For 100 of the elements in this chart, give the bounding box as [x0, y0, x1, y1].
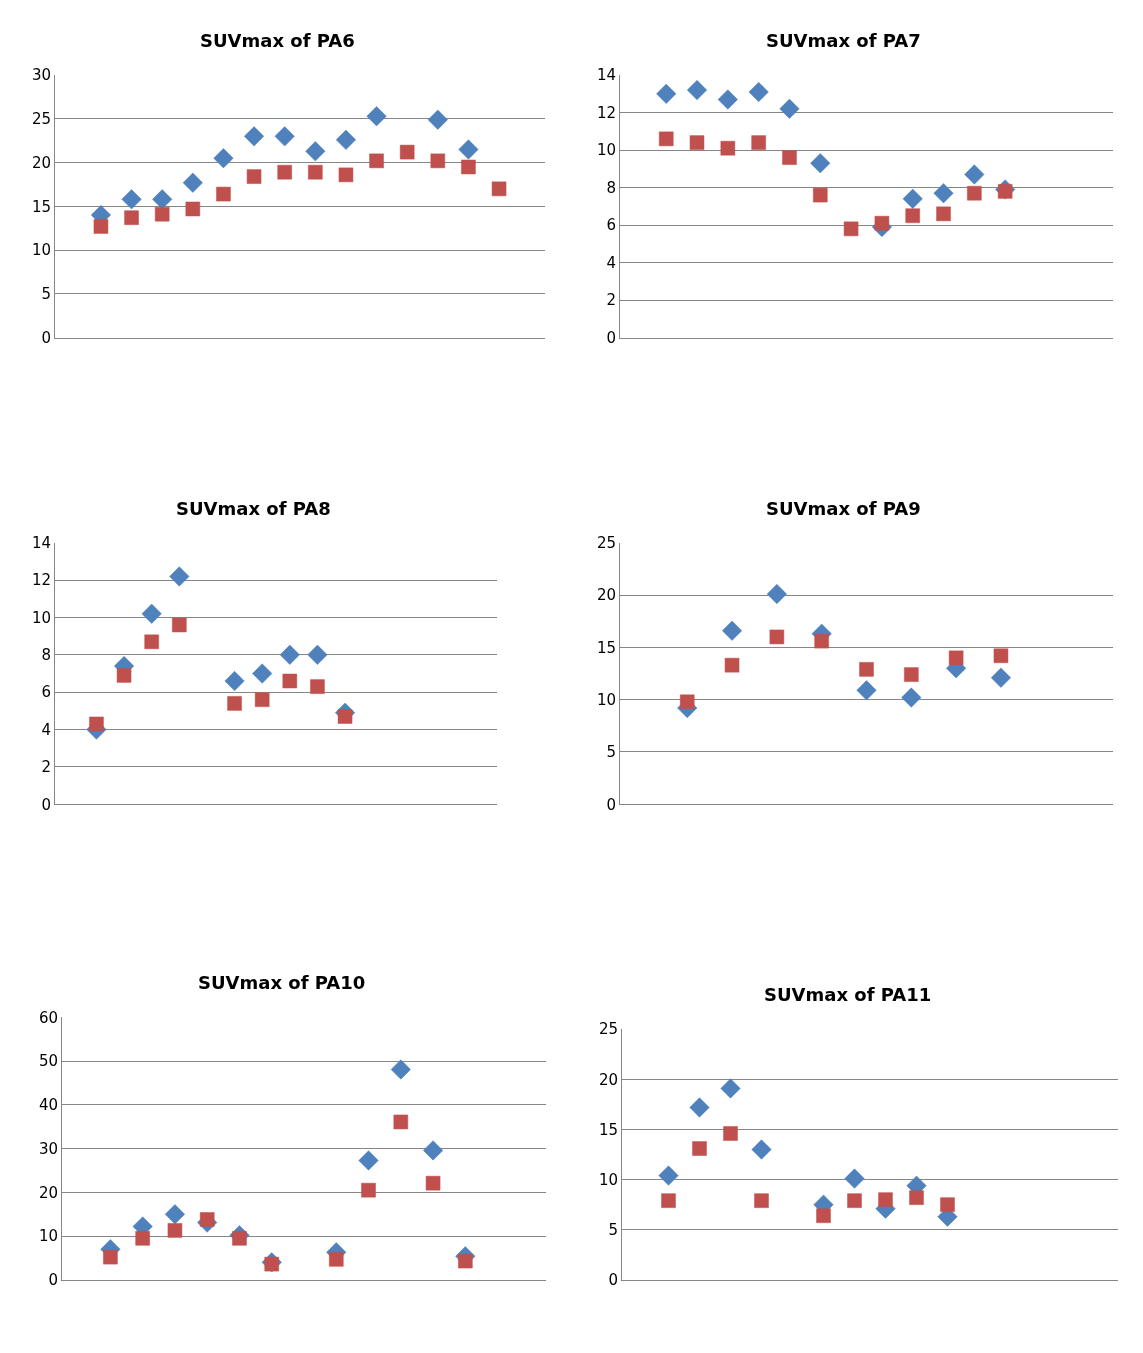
point	[816, 1208, 831, 1223]
point	[754, 1193, 769, 1208]
point	[810, 153, 831, 174]
point	[993, 648, 1009, 664]
point	[878, 1192, 893, 1207]
y-tick-label: 6	[606, 216, 616, 235]
y-tick-label: 5	[606, 743, 616, 762]
y-tick-label: 25	[31, 110, 51, 129]
y-tick-label: 10	[31, 608, 51, 627]
point	[856, 680, 877, 701]
point	[103, 1249, 118, 1265]
y-tick-label: 20	[598, 1070, 618, 1089]
y-tick-label: 8	[606, 178, 616, 197]
point	[769, 629, 785, 645]
point	[964, 164, 985, 185]
y-tick-label: 0	[608, 1271, 618, 1290]
chart-title: SUVmax of PA11	[764, 984, 932, 1005]
point	[458, 139, 479, 160]
y-tick-label: 25	[596, 534, 616, 553]
point	[720, 1078, 741, 1099]
point	[390, 1059, 411, 1080]
y-tick-label: 20	[31, 153, 51, 172]
point	[874, 215, 890, 231]
point	[135, 1231, 150, 1246]
point	[310, 679, 325, 694]
point	[282, 673, 298, 689]
point	[936, 206, 951, 222]
y-tick-label: 14	[31, 534, 51, 553]
y-tick-label: 5	[41, 285, 51, 304]
point	[724, 657, 740, 673]
point	[308, 164, 323, 180]
point	[430, 153, 446, 169]
point	[227, 696, 242, 711]
point	[427, 109, 448, 130]
y-tick-label: 10	[598, 1170, 618, 1189]
y-tick-label: 0	[41, 328, 51, 347]
y-tick-label: 8	[41, 646, 51, 665]
point	[329, 1252, 344, 1267]
point	[121, 189, 142, 210]
y-tick-label: 25	[598, 1020, 618, 1039]
point	[335, 129, 356, 150]
point	[182, 172, 203, 193]
point	[902, 188, 923, 209]
point	[124, 210, 139, 225]
point	[720, 140, 736, 156]
point	[990, 667, 1011, 688]
y-tick-label: 20	[38, 1183, 58, 1202]
point	[244, 126, 265, 147]
point	[679, 694, 695, 710]
point	[425, 1175, 441, 1191]
point	[232, 1231, 247, 1246]
point	[814, 633, 829, 649]
chart-title: SUVmax of PA10	[198, 972, 366, 993]
point	[305, 141, 326, 162]
point	[154, 206, 170, 222]
point	[399, 144, 415, 160]
point	[254, 692, 270, 707]
point	[93, 219, 109, 234]
y-tick-label: 60	[38, 1008, 58, 1027]
y-tick-label: 10	[31, 241, 51, 260]
point	[687, 80, 708, 101]
y-tick-label: 10	[596, 690, 616, 709]
point	[279, 644, 300, 665]
point	[859, 662, 874, 677]
point	[689, 1097, 710, 1118]
point	[491, 181, 507, 197]
point	[751, 135, 766, 150]
point	[423, 1140, 444, 1161]
point	[692, 1141, 707, 1156]
y-tick-label: 15	[596, 638, 616, 657]
point	[307, 644, 328, 665]
point	[689, 135, 705, 150]
point	[338, 167, 354, 183]
y-tick-label: 40	[38, 1096, 58, 1115]
point	[246, 169, 262, 184]
point	[661, 1193, 676, 1208]
point	[89, 716, 104, 732]
chart-title: SUVmax of PA6	[200, 30, 355, 51]
point	[366, 106, 387, 127]
point	[782, 150, 797, 165]
point	[361, 1182, 376, 1198]
y-tick-label: 10	[38, 1227, 58, 1246]
point	[337, 709, 353, 724]
point	[723, 1126, 738, 1141]
point	[766, 584, 787, 605]
chart-title: SUVmax of PA7	[766, 30, 921, 51]
y-tick-label: 15	[598, 1120, 618, 1139]
chart-title: SUVmax of PA9	[766, 498, 921, 519]
y-tick-label: 4	[606, 253, 616, 272]
y-tick-label: 50	[38, 1052, 58, 1071]
y-tick-label: 30	[31, 66, 51, 85]
y-tick-label: 12	[596, 103, 616, 122]
point	[274, 126, 295, 147]
point	[216, 186, 231, 202]
point	[901, 687, 922, 708]
point	[967, 185, 982, 201]
point	[748, 81, 769, 102]
point	[393, 1114, 409, 1130]
y-tick-label: 5	[608, 1220, 618, 1239]
point	[252, 663, 273, 684]
